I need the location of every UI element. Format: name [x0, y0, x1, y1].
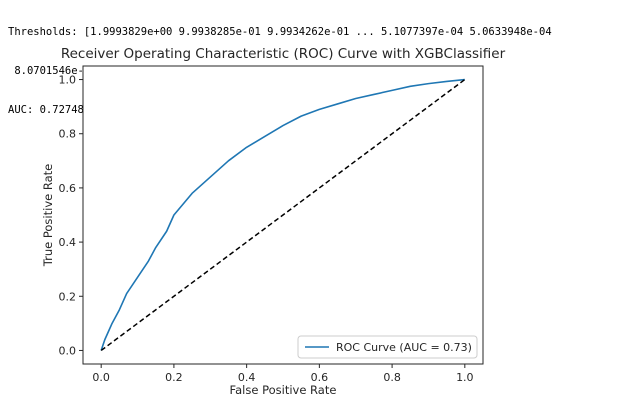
x-tick-label: 0.8 — [383, 371, 401, 384]
x-tick-label: 1.0 — [456, 371, 474, 384]
legend-box — [297, 335, 478, 359]
x-tick-label: 0.6 — [311, 371, 329, 384]
y-tick-label: 0.4 — [59, 236, 77, 249]
y-tick-label: 1.0 — [59, 74, 77, 87]
y-tick-label: 0.6 — [59, 182, 77, 195]
chart-title: Receiver Operating Characteristic (ROC) … — [61, 46, 506, 62]
series-layer — [100, 78, 466, 352]
legend-label: ROC Curve (AUC = 0.73) — [336, 341, 472, 354]
y-tick-label: 0.2 — [59, 290, 77, 303]
ticks-layer: 0.0 0.2 0.4 0.6 0.8 1.0 0.0 0.2 0.4 0.6 0.8 1.0 — [59, 74, 474, 384]
roc-curve-line — [100, 78, 465, 351]
x-tick-label: 0.2 — [165, 371, 183, 384]
console-line-thresholds: Thresholds: [1.9993829e+00 9.9938285e-01… — [8, 26, 552, 38]
x-axis-label: False Positive Rate — [230, 383, 337, 397]
y-axis-label: True Positive Rate — [41, 164, 55, 267]
x-tick-label: 0.4 — [238, 371, 256, 384]
y-tick-label: 0.0 — [59, 344, 77, 357]
chance-diagonal-line — [100, 78, 466, 352]
x-tick-label: 0.0 — [92, 371, 110, 384]
y-tick-label: 0.8 — [59, 128, 77, 141]
legend: ROC Curve (AUC = 0.73) — [297, 335, 478, 359]
console-line-thresholds-cont: 8.0701546e-05] — [8, 65, 103, 77]
